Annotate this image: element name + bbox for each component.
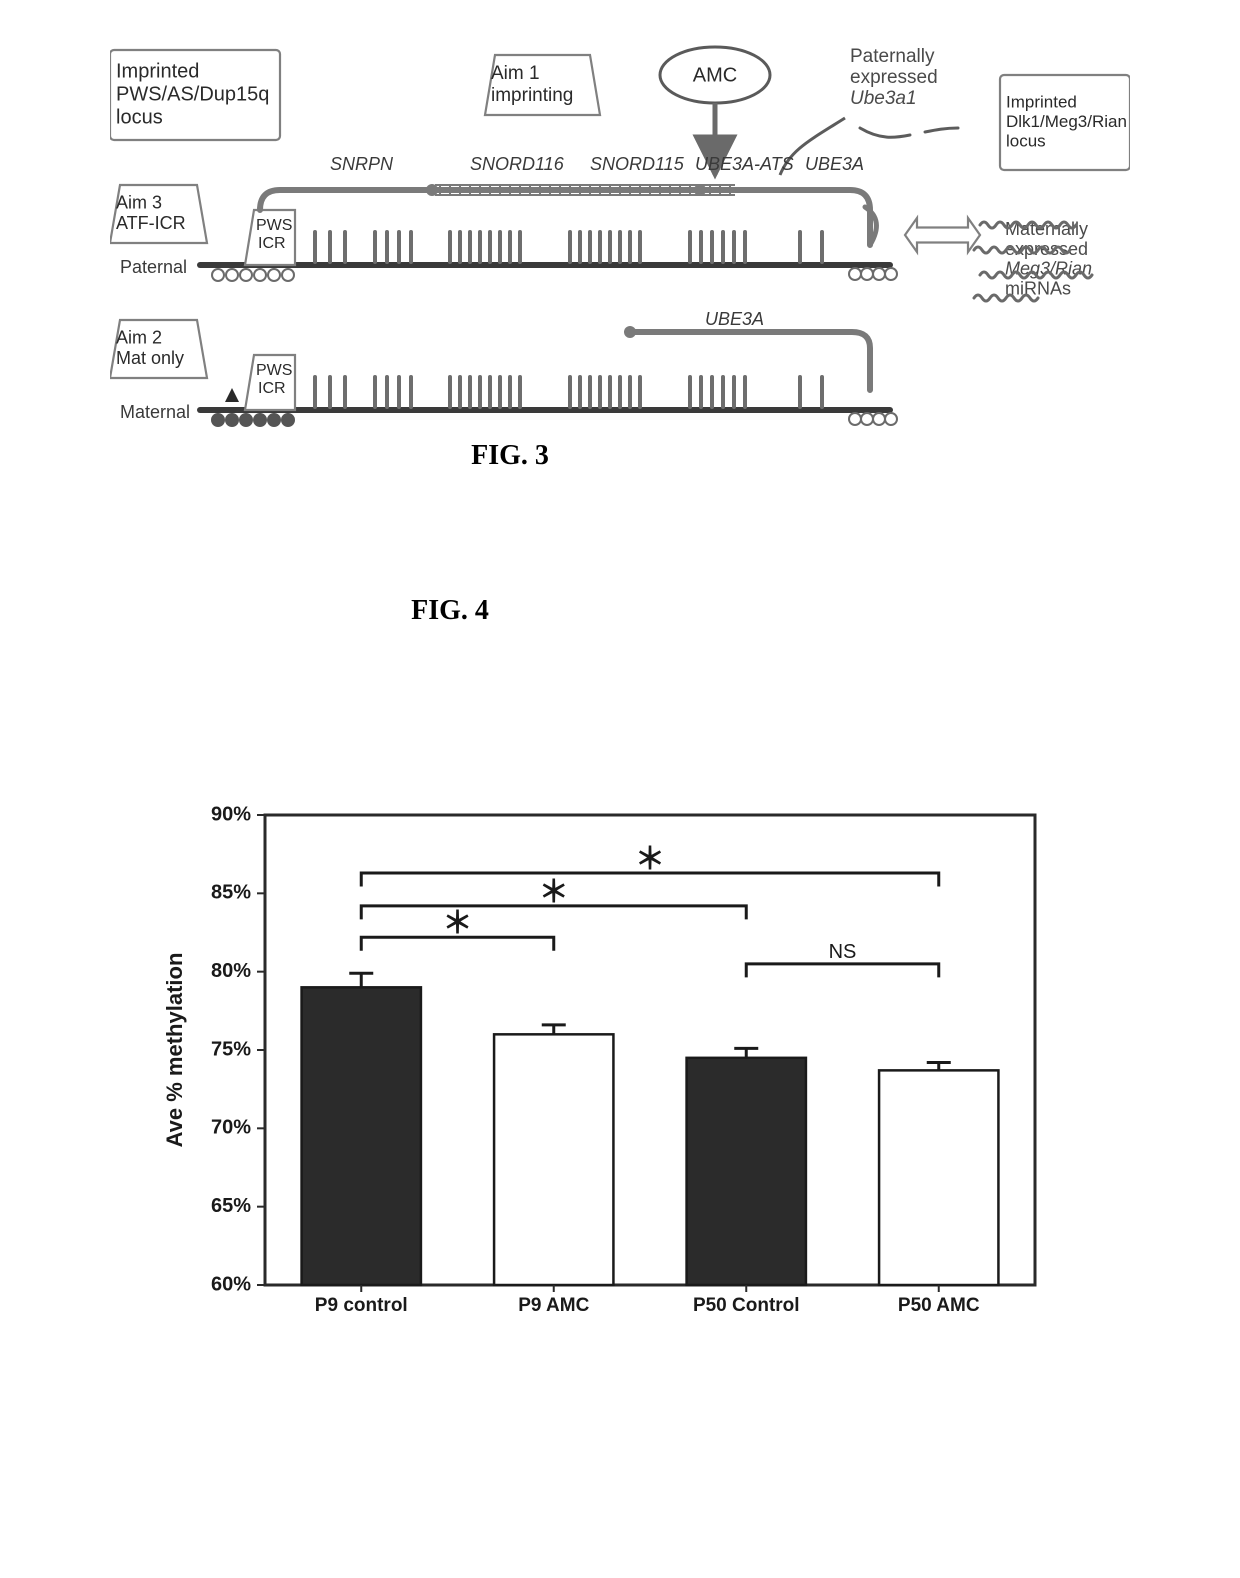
svg-text:70%: 70% xyxy=(211,1117,251,1139)
svg-text:ICR: ICR xyxy=(258,380,286,397)
svg-text:＊: ＊ xyxy=(443,907,473,940)
svg-text:UBE3A: UBE3A xyxy=(705,309,764,329)
svg-text:60%: 60% xyxy=(211,1273,251,1295)
svg-text:UBE3A: UBE3A xyxy=(805,154,864,174)
svg-text:90%: 90% xyxy=(211,803,251,825)
svg-text:Aim 2: Aim 2 xyxy=(116,327,162,347)
figure-4: 60% 65% 70% 75% 80% 85% 90% Ave % methylation P9… xyxy=(160,790,1060,1350)
svg-text:Aim 1: Aim 1 xyxy=(491,63,540,84)
svg-text:P50 Control: P50 Control xyxy=(693,1295,800,1316)
svg-text:Meg3/Rian: Meg3/Rian xyxy=(1005,259,1092,279)
svg-text:75%: 75% xyxy=(211,1038,251,1060)
svg-text:locus: locus xyxy=(1006,132,1046,151)
figure-4-svg: 60% 65% 70% 75% 80% 85% 90% Ave % methylation P9… xyxy=(160,790,1060,1350)
svg-text:PWS: PWS xyxy=(256,362,292,379)
svg-text:Aim 3: Aim 3 xyxy=(116,192,162,212)
svg-text:locus: locus xyxy=(116,106,163,128)
figure-4-caption: FIG. 4 xyxy=(0,595,900,627)
svg-text:SNRPN: SNRPN xyxy=(330,154,394,174)
svg-text:Dlk1/Meg3/Rian: Dlk1/Meg3/Rian xyxy=(1006,112,1127,131)
svg-text:ICR: ICR xyxy=(258,235,286,252)
svg-text:Ave % methylation: Ave % methylation xyxy=(162,953,187,1148)
svg-text:80%: 80% xyxy=(211,960,251,982)
figure-3: ImprintedPWS/AS/Dup15qlocusImprintedDlk1… xyxy=(110,40,1130,480)
svg-text:＊: ＊ xyxy=(539,876,569,909)
svg-text:Mat only: Mat only xyxy=(116,348,184,368)
svg-text:Paternally: Paternally xyxy=(850,46,935,67)
svg-text:Ube3a1: Ube3a1 xyxy=(850,88,917,109)
figure-3-caption: FIG. 3 xyxy=(0,440,1020,472)
svg-text:miRNAs: miRNAs xyxy=(1005,278,1071,298)
svg-text:P9 control: P9 control xyxy=(315,1295,408,1316)
svg-text:SNORD116: SNORD116 xyxy=(470,154,565,174)
svg-text:85%: 85% xyxy=(211,882,251,904)
svg-text:P9 AMC: P9 AMC xyxy=(518,1295,589,1316)
svg-text:PWS/AS/Dup15q: PWS/AS/Dup15q xyxy=(116,83,269,105)
svg-text:Maternal: Maternal xyxy=(120,402,190,422)
svg-text:PWS: PWS xyxy=(256,217,292,234)
svg-text:P50 AMC: P50 AMC xyxy=(898,1295,980,1316)
svg-text:Imprinted: Imprinted xyxy=(1006,92,1077,111)
svg-text:imprinting: imprinting xyxy=(491,85,573,106)
svg-text:NS: NS xyxy=(829,941,857,963)
svg-text:Paternal: Paternal xyxy=(120,257,187,277)
svg-text:＊: ＊ xyxy=(635,843,665,876)
svg-text:ATF-ICR: ATF-ICR xyxy=(116,213,186,233)
svg-text:Imprinted: Imprinted xyxy=(116,60,199,82)
figure-3-svg: ImprintedPWS/AS/Dup15qlocusImprintedDlk1… xyxy=(110,40,1130,480)
svg-text:expressed: expressed xyxy=(850,67,938,88)
svg-text:AMC: AMC xyxy=(693,64,737,86)
svg-text:UBE3A-ATS: UBE3A-ATS xyxy=(695,154,794,174)
svg-text:SNORD115: SNORD115 xyxy=(590,154,685,174)
svg-text:65%: 65% xyxy=(211,1195,251,1217)
